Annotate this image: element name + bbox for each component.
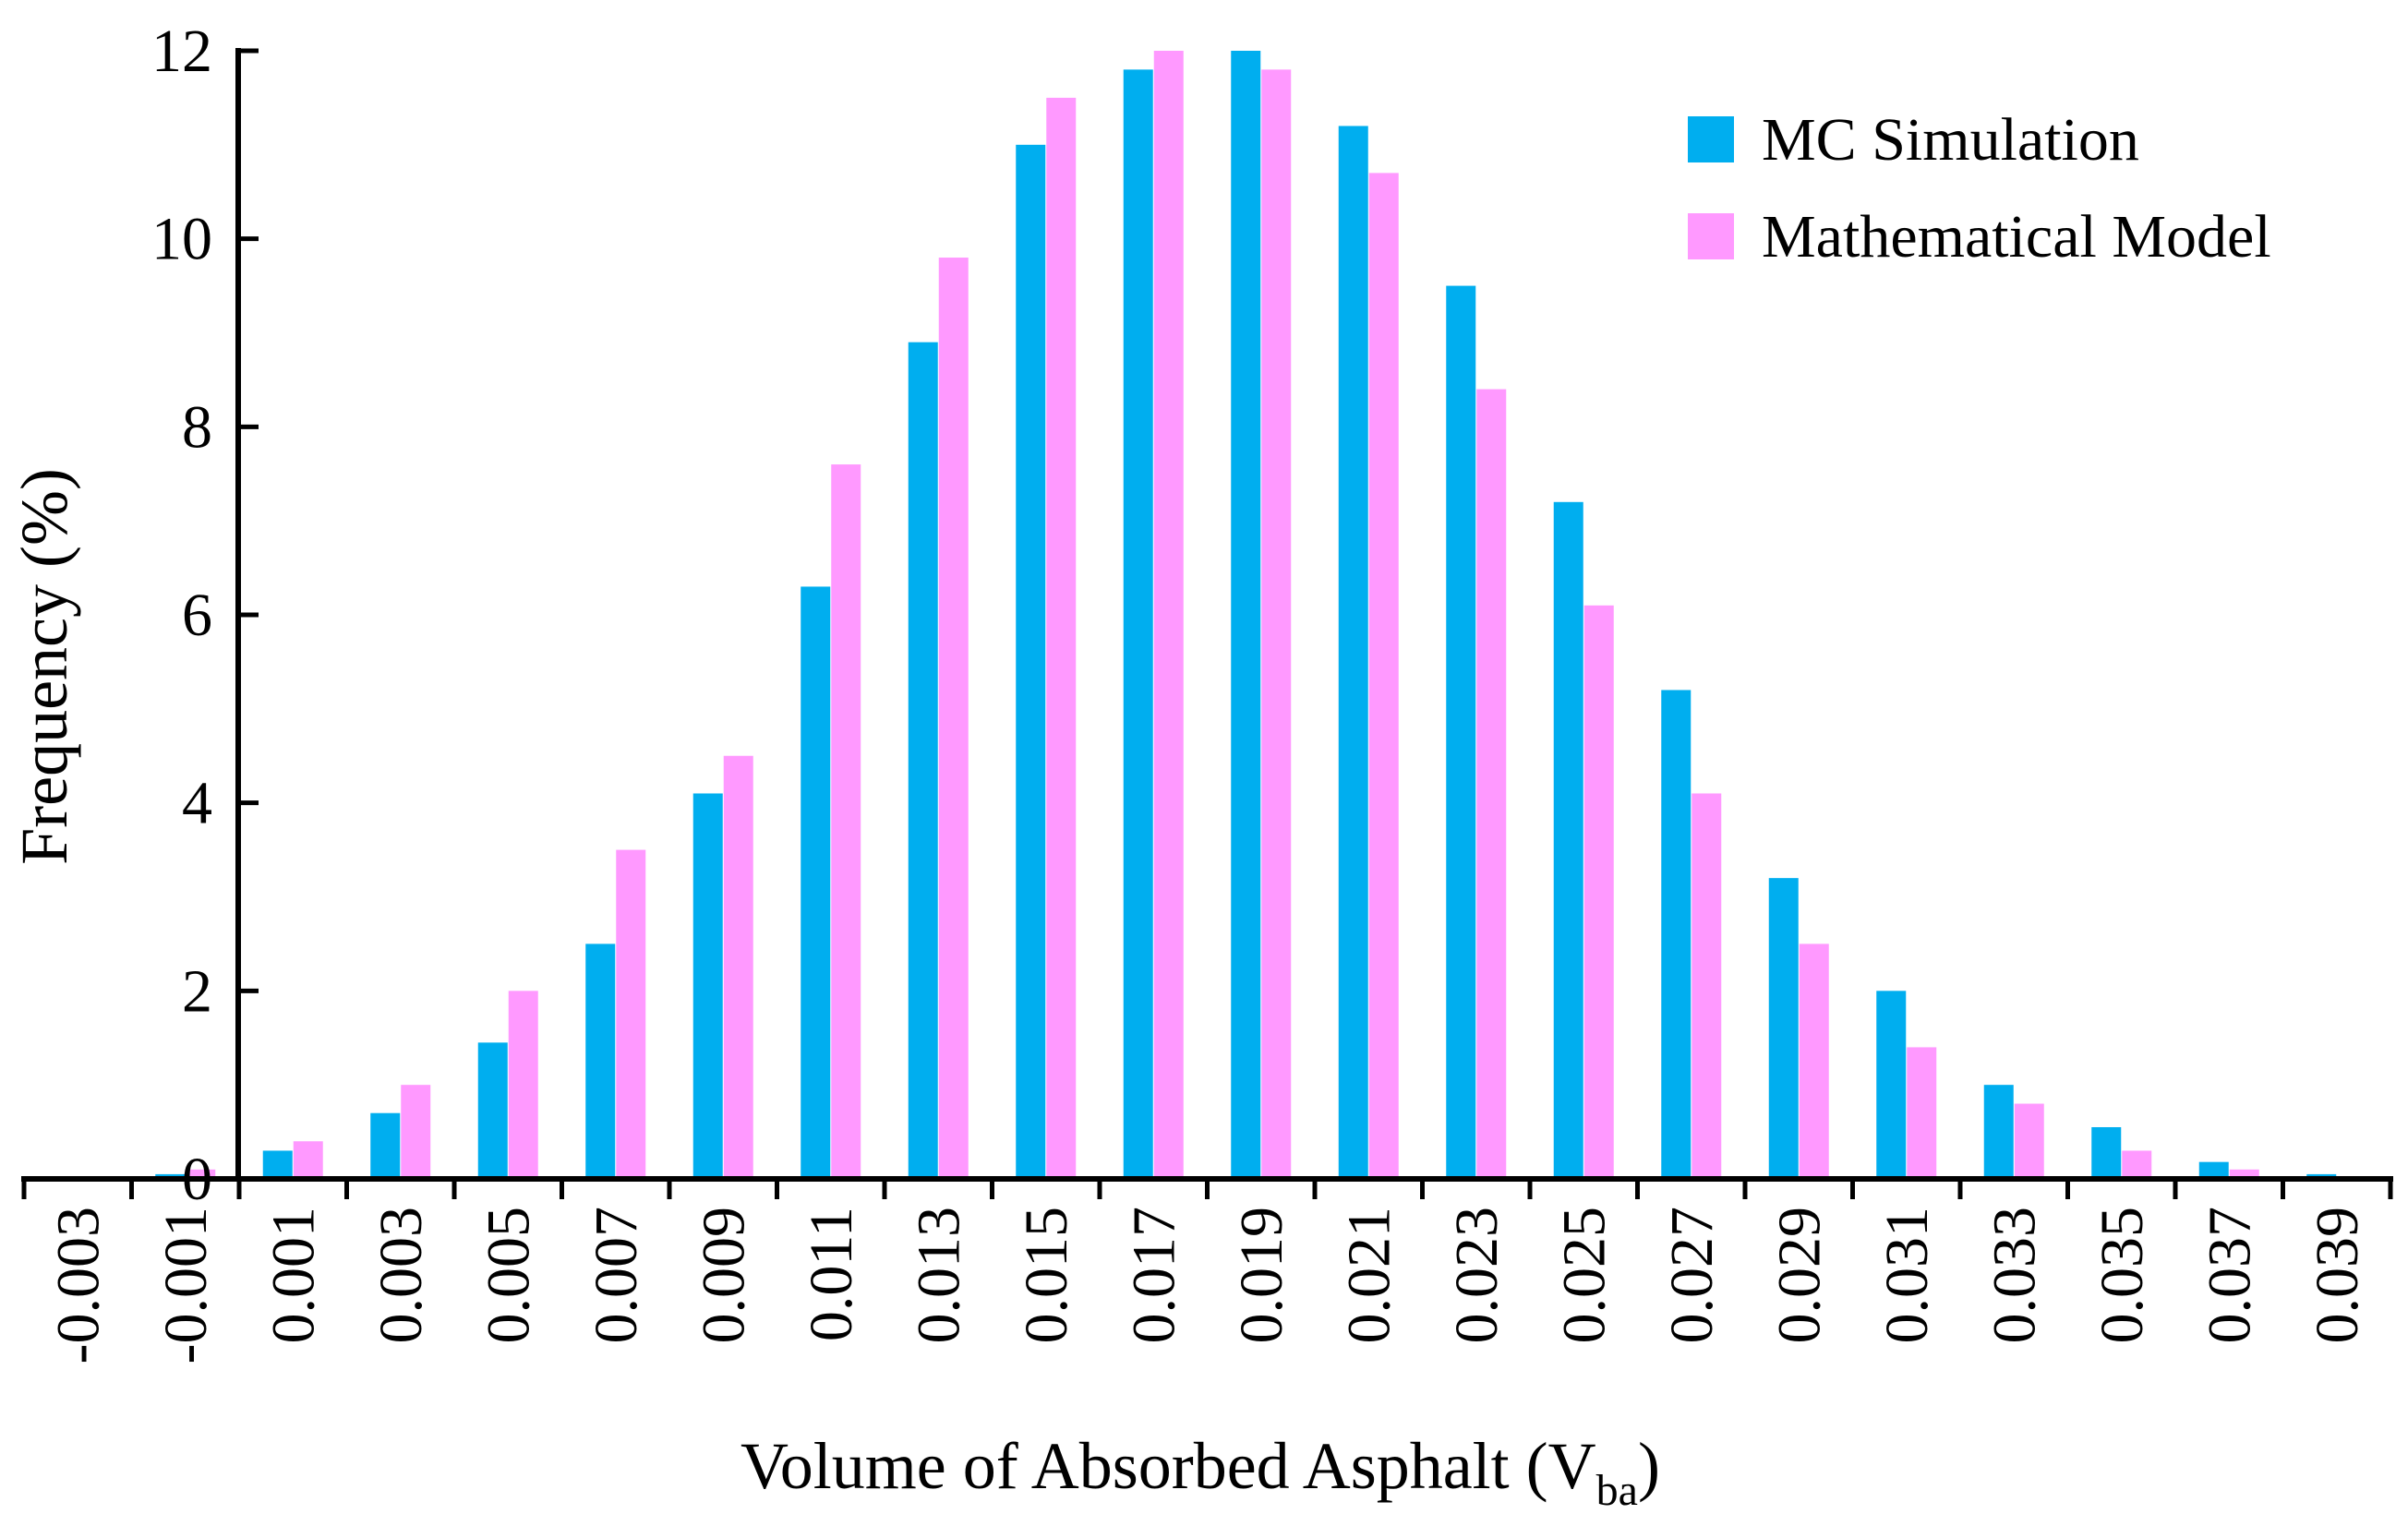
x-ticks-group: -0.003 -0.001 0.001 0.003 0.005 0.007 0.009 0.0… <box>21 1179 2393 1364</box>
x-tick-label: 0.017 <box>1120 1207 1187 1344</box>
x-tick-label: 0.039 <box>2304 1207 2371 1344</box>
bar-mc-simulation <box>1016 144 1046 1179</box>
x-tick-label: 0.011 <box>798 1207 865 1341</box>
bar-mathematical-model <box>186 1169 216 1179</box>
x-tick-label: 0.021 <box>1335 1207 1403 1344</box>
y-tick-label: 6 <box>182 582 212 649</box>
bar-mc-simulation <box>908 342 938 1179</box>
bar-mc-simulation <box>1123 69 1153 1179</box>
bar-mc-simulation <box>585 943 616 1179</box>
bar-mc-simulation <box>1446 285 1476 1179</box>
x-tick-label: 0.037 <box>2196 1207 2263 1344</box>
bar-mc-simulation <box>2198 1161 2229 1179</box>
x-tick-label: 0.019 <box>1228 1207 1295 1344</box>
bar-mathematical-model <box>1261 69 1292 1179</box>
x-axis-title-close: ) <box>1638 1429 1660 1503</box>
y-axis-title: Frequency (%) <box>7 468 81 865</box>
bar-mc-simulation <box>1661 690 1692 1179</box>
bar-mc-simulation <box>477 1042 508 1179</box>
bar-mathematical-model <box>1907 1047 1937 1179</box>
x-tick-label: 0.033 <box>1981 1207 2048 1344</box>
y-tick-label: 2 <box>182 957 212 1025</box>
x-tick-label: 0.027 <box>1658 1207 1726 1344</box>
x-tick-label: 0.035 <box>2089 1207 2156 1344</box>
y-tick-label: 8 <box>182 393 212 461</box>
bar-mc-simulation <box>692 793 723 1179</box>
bar-mathematical-model <box>1046 97 1077 1180</box>
y-tick-label: 12 <box>151 18 212 85</box>
x-axis-title: Volume of Absorbed Asphalt (Vba) <box>740 1429 1660 1514</box>
bar-mc-simulation <box>1768 878 1799 1179</box>
bar-mathematical-model <box>1583 605 1614 1179</box>
x-axis-title-subscript: ba <box>1596 1466 1638 1514</box>
x-tick-label: 0.029 <box>1765 1207 1833 1344</box>
legend-label-mc-simulation: MC Simulation <box>1762 106 2139 174</box>
bar-mathematical-model <box>2014 1103 2044 1179</box>
bar-mathematical-model <box>1368 173 1399 1180</box>
x-tick-label: 0.003 <box>367 1207 435 1344</box>
bar-mathematical-model <box>616 849 646 1179</box>
x-tick-label: 0.007 <box>583 1207 650 1344</box>
bar-mathematical-model <box>401 1085 431 1179</box>
x-tick-label: 0.031 <box>1873 1207 1941 1344</box>
bar-mathematical-model <box>1153 51 1184 1179</box>
x-tick-label: 0.023 <box>1443 1207 1511 1344</box>
bar-mc-simulation <box>1876 991 1907 1179</box>
bar-mc-simulation <box>1231 51 1261 1179</box>
bar-mc-simulation <box>801 586 831 1179</box>
bar-mathematical-model <box>2122 1150 2152 1179</box>
bar-mathematical-model <box>938 258 969 1179</box>
legend: MC Simulation Mathematical Model <box>1688 106 2271 270</box>
bar-mathematical-model <box>723 755 753 1179</box>
bar-mc-simulation <box>370 1112 401 1179</box>
y-tick-label: 0 <box>182 1146 212 1213</box>
y-tick-label: 10 <box>151 206 212 273</box>
x-tick-label: 0.015 <box>1013 1207 1080 1344</box>
x-tick-label: 0.001 <box>259 1207 327 1344</box>
bars-group <box>155 51 2337 1180</box>
legend-swatch-mc-simulation <box>1688 116 1734 162</box>
legend-swatch-mathematical-model <box>1688 213 1734 259</box>
bar-mc-simulation <box>1983 1085 2014 1179</box>
bar-mathematical-model <box>2229 1169 2259 1179</box>
bar-mathematical-model <box>1692 793 1722 1179</box>
x-axis-title-main: Volume of Absorbed Asphalt (V <box>740 1429 1596 1503</box>
legend-label-mathematical-model: Mathematical Model <box>1762 203 2271 270</box>
x-tick-label: -0.001 <box>152 1207 220 1364</box>
bar-mc-simulation <box>262 1150 293 1179</box>
x-tick-label: 0.009 <box>690 1207 757 1344</box>
x-tick-label: 0.005 <box>475 1207 542 1344</box>
x-tick-label: 0.025 <box>1550 1207 1618 1344</box>
bar-mathematical-model <box>1476 389 1507 1180</box>
bar-mc-simulation <box>1338 126 1368 1179</box>
x-tick-label: 0.013 <box>905 1207 972 1344</box>
y-tick-label: 4 <box>182 770 212 837</box>
bar-mathematical-model <box>831 464 861 1180</box>
bar-mathematical-model <box>508 991 538 1179</box>
bar-mathematical-model <box>1799 943 1829 1179</box>
x-tick-label: -0.003 <box>44 1207 112 1364</box>
bar-mathematical-model <box>293 1141 323 1179</box>
bar-mc-simulation <box>1553 501 1583 1179</box>
bar-mc-simulation <box>2091 1126 2122 1179</box>
y-ticks-group: 0 2 4 6 8 10 12 <box>151 18 259 1213</box>
